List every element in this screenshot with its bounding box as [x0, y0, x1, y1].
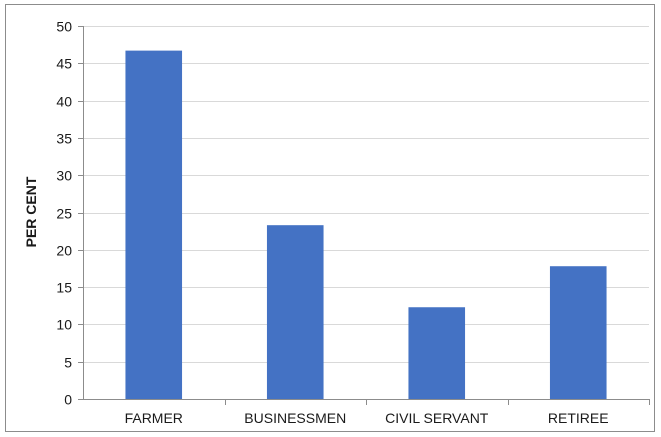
bars	[125, 50, 607, 399]
bar-businessmen	[266, 225, 324, 399]
y-tick-label-35: 35	[56, 131, 72, 147]
chart-frame	[5, 4, 655, 432]
y-tick-label-5: 5	[64, 355, 72, 371]
x-tick-label-civil-servant: CIVIL SERVANT	[385, 410, 489, 426]
axes	[78, 26, 650, 405]
x-tick-label-businessmen: BUSINESSMEN	[244, 410, 346, 426]
y-tick-label-45: 45	[56, 56, 72, 72]
y-axis-title: PER CENT	[23, 176, 39, 247]
y-tick-label-0: 0	[64, 392, 72, 408]
bar-civil-servant	[408, 307, 466, 399]
bar-farmer	[125, 50, 183, 399]
y-tick-labels: 0 5 10 15 20 25 30 35 40 45 50	[56, 19, 72, 408]
y-tick-label-50: 50	[56, 19, 72, 35]
y-tick-label-40: 40	[56, 94, 72, 110]
x-tick-labels: FARMER BUSINESSMEN CIVIL SERVANT RETIREE	[125, 410, 609, 426]
y-tick-label-15: 15	[56, 280, 72, 296]
y-tick-label-30: 30	[56, 168, 72, 184]
y-tick-label-25: 25	[56, 206, 72, 222]
bar-retiree	[549, 266, 607, 399]
y-tick-label-10: 10	[56, 317, 72, 333]
x-tick-label-farmer: FARMER	[125, 410, 183, 426]
y-tick-label-20: 20	[56, 243, 72, 259]
x-tick-label-retiree: RETIREE	[548, 410, 609, 426]
